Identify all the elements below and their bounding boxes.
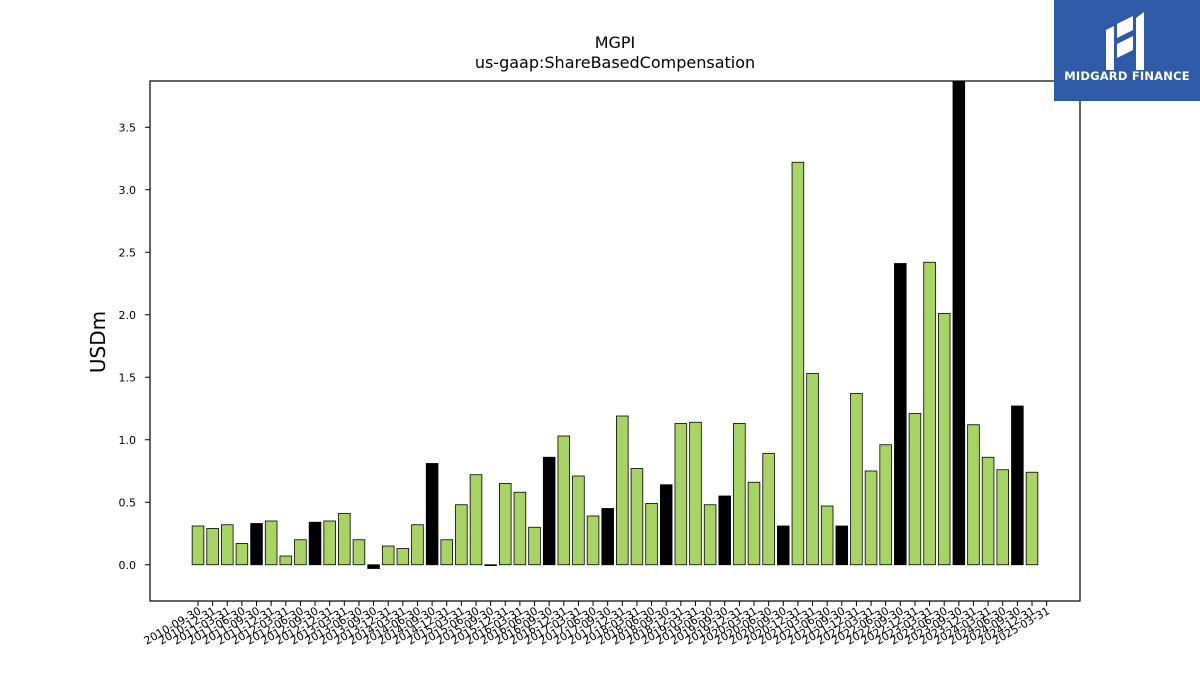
bar-2019-12-31: [733, 423, 746, 566]
bar-2017-06-30: [586, 515, 600, 566]
bar-2017-12-31: [616, 415, 629, 566]
bar-2020-06-30: [762, 453, 775, 566]
bar-2011-09-30: [250, 523, 263, 566]
bar-2016-12-31: [557, 435, 571, 566]
x-axis: 2010-09-302010-12-312011-03-312011-06-30…: [142, 601, 1052, 648]
y-tick-label: 2.5: [119, 246, 137, 259]
bar-2019-09-30: [718, 495, 731, 566]
bar-2022-09-30: [894, 263, 907, 566]
bar-2017-03-31: [572, 475, 585, 566]
chart-subtitle: us-gaap:ShareBasedCompensation: [475, 53, 755, 72]
bar-2012-09-30: [308, 521, 322, 566]
bar-2014-03-31: [396, 548, 410, 566]
bar-2022-12-31: [908, 413, 922, 566]
bar-2024-03-31: [981, 456, 995, 566]
bar-2021-03-31: [806, 373, 819, 566]
y-axis: 0.0 0.5 1.0 1.5 2.0 2.5 3.0 3.5: [119, 121, 150, 572]
bars-layer: [191, 80, 1039, 569]
bar-2023-06-30: [937, 313, 951, 566]
bar-2017-09-30: [601, 508, 614, 566]
y-tick-label: 3.5: [119, 121, 137, 134]
bar-2014-12-31: [440, 539, 453, 566]
y-tick-label: 3.0: [119, 184, 137, 197]
chart-title: MGPI: [595, 33, 636, 52]
bar-2013-09-30: [367, 564, 380, 569]
bar-2020-09-30: [777, 525, 790, 566]
bar-2020-03-31: [747, 481, 761, 566]
bar-2015-06-30: [469, 474, 483, 566]
y-tick-label: 1.5: [119, 371, 137, 384]
bar-2013-12-31: [381, 545, 395, 566]
bar-2015-09-30: [484, 564, 497, 566]
bar-2023-12-31: [967, 424, 980, 566]
plot-frame: [149, 80, 1081, 602]
bar-2020-12-31: [791, 161, 805, 566]
bar-2016-06-30: [528, 526, 541, 566]
bar-2023-03-31: [923, 261, 936, 566]
bar-2014-06-30: [411, 524, 424, 566]
y-tick-label: 1.0: [119, 434, 137, 447]
bar-2014-09-30: [425, 463, 439, 566]
bar-2015-12-31: [499, 483, 512, 566]
bar-2010-12-31: [206, 528, 219, 566]
bar-2015-03-31: [455, 504, 468, 566]
y-tick-label: 0.5: [119, 496, 137, 509]
bar-2024-09-30: [1011, 405, 1024, 566]
bar-2021-09-30: [835, 525, 849, 566]
bar-2013-06-30: [352, 539, 366, 566]
bar-2021-06-30: [820, 505, 834, 566]
bar-2016-03-31: [513, 491, 527, 566]
brand-logo: MIDGARD FINANCE: [1054, 0, 1200, 101]
y-axis-label: USDm: [86, 311, 110, 373]
bar-2018-12-31: [674, 423, 688, 566]
bar-2012-12-31: [323, 520, 336, 566]
bar-2024-06-30: [996, 469, 1009, 566]
bar-2018-06-30: [645, 503, 658, 566]
bar-2012-06-30: [294, 539, 307, 566]
bar-2018-09-30: [659, 484, 673, 566]
bar-2022-06-30: [879, 444, 892, 566]
bar-2011-06-30: [235, 543, 249, 566]
bar-2013-03-31: [338, 513, 351, 566]
bar-2021-12-31: [850, 393, 863, 566]
logo-text: MIDGARD FINANCE: [1064, 69, 1190, 83]
bar-2024-12-31: [1025, 471, 1039, 566]
bar-2019-06-30: [703, 504, 717, 566]
bar-2011-03-31: [221, 524, 234, 566]
bar-2023-09-30: [952, 80, 966, 566]
bar-2022-03-31: [864, 470, 878, 566]
logo-emblem-icon: [1106, 12, 1144, 70]
y-tick-label: 0.0: [119, 559, 137, 572]
bar-2012-03-31: [279, 555, 293, 566]
bar-2018-03-31: [630, 468, 644, 566]
bar-2016-09-30: [542, 456, 556, 566]
bar-2019-03-31: [689, 421, 702, 566]
bar-2010-09-30: [191, 525, 205, 566]
bar-2011-12-31: [264, 520, 278, 566]
y-tick-label: 2.0: [119, 309, 137, 322]
